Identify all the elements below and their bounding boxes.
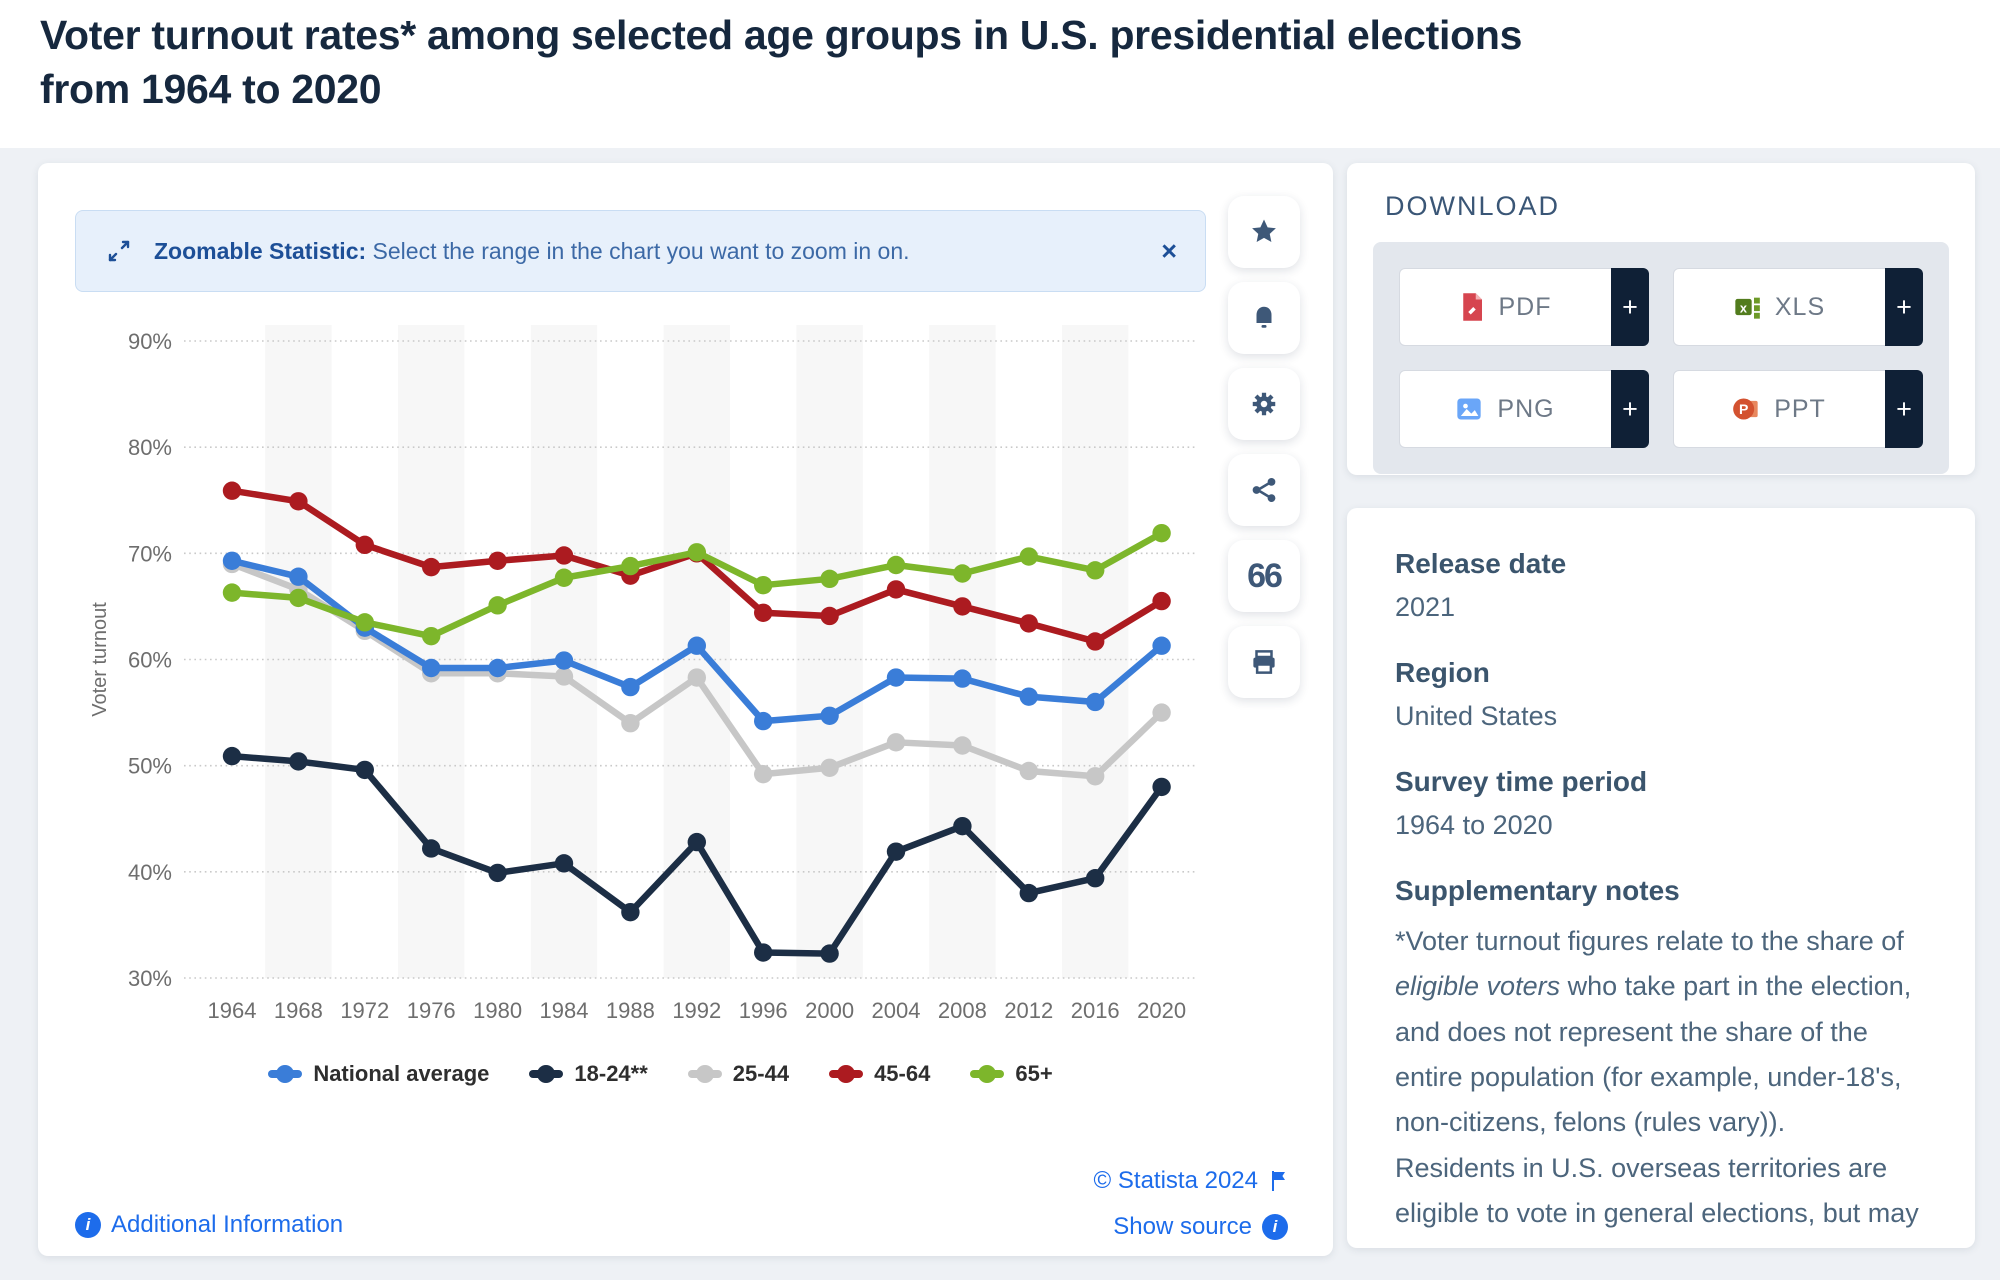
svg-text:2000: 2000 <box>805 998 854 1023</box>
svg-text:x: x <box>1740 300 1748 315</box>
flag-icon <box>1272 1171 1285 1191</box>
svg-text:80%: 80% <box>128 435 172 460</box>
region-value: United States <box>1395 701 1558 731</box>
svg-text:30%: 30% <box>128 966 172 991</box>
header-band <box>0 0 2000 148</box>
svg-text:2012: 2012 <box>1004 998 1053 1023</box>
svg-text:1964: 1964 <box>208 998 257 1023</box>
statistic-info-panel: Release date 2021 Region United States S… <box>1347 508 1975 1248</box>
download-pdf-plus-button[interactable]: + <box>1611 268 1649 346</box>
bell-icon <box>1256 306 1272 328</box>
svg-text:90%: 90% <box>128 329 172 354</box>
additional-information-link[interactable]: Additional Information <box>75 1211 343 1239</box>
download-xls-plus-button[interactable]: + <box>1885 268 1923 346</box>
svg-text:2020: 2020 <box>1137 998 1186 1023</box>
svg-text:1972: 1972 <box>340 998 389 1023</box>
svg-text:1976: 1976 <box>407 998 456 1023</box>
quote-icon: 66 <box>1247 556 1283 595</box>
svg-text:2016: 2016 <box>1071 998 1120 1023</box>
svg-text:1980: 1980 <box>473 998 522 1023</box>
svg-text:1992: 1992 <box>672 998 721 1023</box>
download-panel: DOWNLOAD PDF + x XLS + PNG + P PPT + <box>1347 163 1975 475</box>
legend-item-45-64[interactable]: 45-64 <box>829 1061 930 1087</box>
favorite-button[interactable] <box>1228 196 1300 268</box>
cite-button[interactable]: 66 <box>1228 540 1300 612</box>
alerts-button[interactable] <box>1228 282 1300 354</box>
download-png-plus-button[interactable]: + <box>1611 370 1649 448</box>
supplementary-notes-text: *Voter turnout figures relate to the sha… <box>1395 926 1919 1229</box>
print-button[interactable] <box>1228 626 1300 698</box>
svg-text:2004: 2004 <box>872 998 921 1023</box>
legend-marker <box>529 1065 564 1083</box>
svg-text:40%: 40% <box>128 860 172 885</box>
chart-card: Zoomable Statistic: Select the range in … <box>38 163 1333 1256</box>
page-title-line1: Voter turnout rates* among selected age … <box>40 12 1523 58</box>
svg-text:Voter turnout: Voter turnout <box>89 602 111 717</box>
download-ppt-plus-button[interactable]: + <box>1885 370 1923 448</box>
svg-text:1988: 1988 <box>606 998 655 1023</box>
pdf-file-icon <box>1462 293 1482 321</box>
info-icon <box>75 1212 101 1238</box>
survey-period-value: 1964 to 2020 <box>1395 810 1553 840</box>
release-date-heading: Release date <box>1395 548 1567 579</box>
svg-text:1968: 1968 <box>274 998 323 1023</box>
info-icon <box>1262 1214 1288 1240</box>
svg-text:2008: 2008 <box>938 998 987 1023</box>
download-buttons: PDF + x XLS + PNG + P PPT + <box>1373 242 1949 474</box>
page-title: Voter turnout rates* among selected age … <box>40 8 1940 116</box>
star-icon <box>1252 219 1276 242</box>
region-heading: Region <box>1395 657 1490 688</box>
zoomable-banner: Zoomable Statistic: Select the range in … <box>75 210 1206 292</box>
legend-marker <box>268 1065 303 1083</box>
chart-legend: National average 18-24** 25-44 45-64 65+ <box>118 1061 1203 1087</box>
statista-copyright-link[interactable]: © Statista 2024 <box>1094 1167 1288 1195</box>
svg-text:60%: 60% <box>128 648 172 673</box>
legend-marker <box>687 1065 722 1083</box>
page-title-line2: from 1964 to 2020 <box>40 66 382 113</box>
svg-text:P: P <box>1739 401 1748 417</box>
download-pdf-button[interactable]: PDF + <box>1399 268 1649 346</box>
xls-file-icon: x <box>1735 297 1760 319</box>
share-button[interactable] <box>1228 454 1300 526</box>
survey-period-heading: Survey time period <box>1395 766 1648 797</box>
close-icon[interactable]: × <box>1161 235 1177 266</box>
zoom-range-icon <box>108 240 130 262</box>
ppt-file-icon: P <box>1733 398 1758 420</box>
gear-icon <box>1252 392 1276 416</box>
banner-text: Zoomable Statistic: Select the range in … <box>154 238 910 265</box>
release-date-value: 2021 <box>1395 592 1456 622</box>
png-image-icon <box>1457 398 1482 420</box>
svg-text:70%: 70% <box>128 541 172 566</box>
legend-item-25-44[interactable]: 25-44 <box>687 1061 789 1087</box>
chart-toolbar: 66 <box>1228 196 1300 698</box>
legend-marker <box>970 1065 1005 1083</box>
printer-icon <box>1253 650 1275 674</box>
share-icon <box>1252 478 1276 502</box>
download-heading: DOWNLOAD <box>1385 191 1561 221</box>
legend-item-18-24[interactable]: 18-24** <box>529 1061 648 1087</box>
banner-message: Select the range in the chart you want t… <box>366 237 910 264</box>
legend-item-national-average[interactable]: National average <box>268 1061 489 1087</box>
download-png-button[interactable]: PNG + <box>1399 370 1649 448</box>
svg-text:1996: 1996 <box>739 998 788 1023</box>
svg-text:50%: 50% <box>128 754 172 779</box>
banner-bold-label: Zoomable Statistic: <box>154 237 367 264</box>
show-source-link[interactable]: Show source <box>1113 1213 1288 1241</box>
svg-text:1984: 1984 <box>540 998 589 1023</box>
voter-turnout-line-chart[interactable]: 90% 80% 70% 60% 50% 40% 30% 1964 1968 1972 1976 198… <box>80 325 1215 1025</box>
supplementary-notes-heading: Supplementary notes <box>1395 875 1680 906</box>
legend-marker <box>829 1065 864 1083</box>
download-xls-button[interactable]: x XLS + <box>1673 268 1923 346</box>
download-ppt-button[interactable]: P PPT + <box>1673 370 1923 448</box>
legend-item-65plus[interactable]: 65+ <box>970 1061 1053 1087</box>
settings-button[interactable] <box>1228 368 1300 440</box>
